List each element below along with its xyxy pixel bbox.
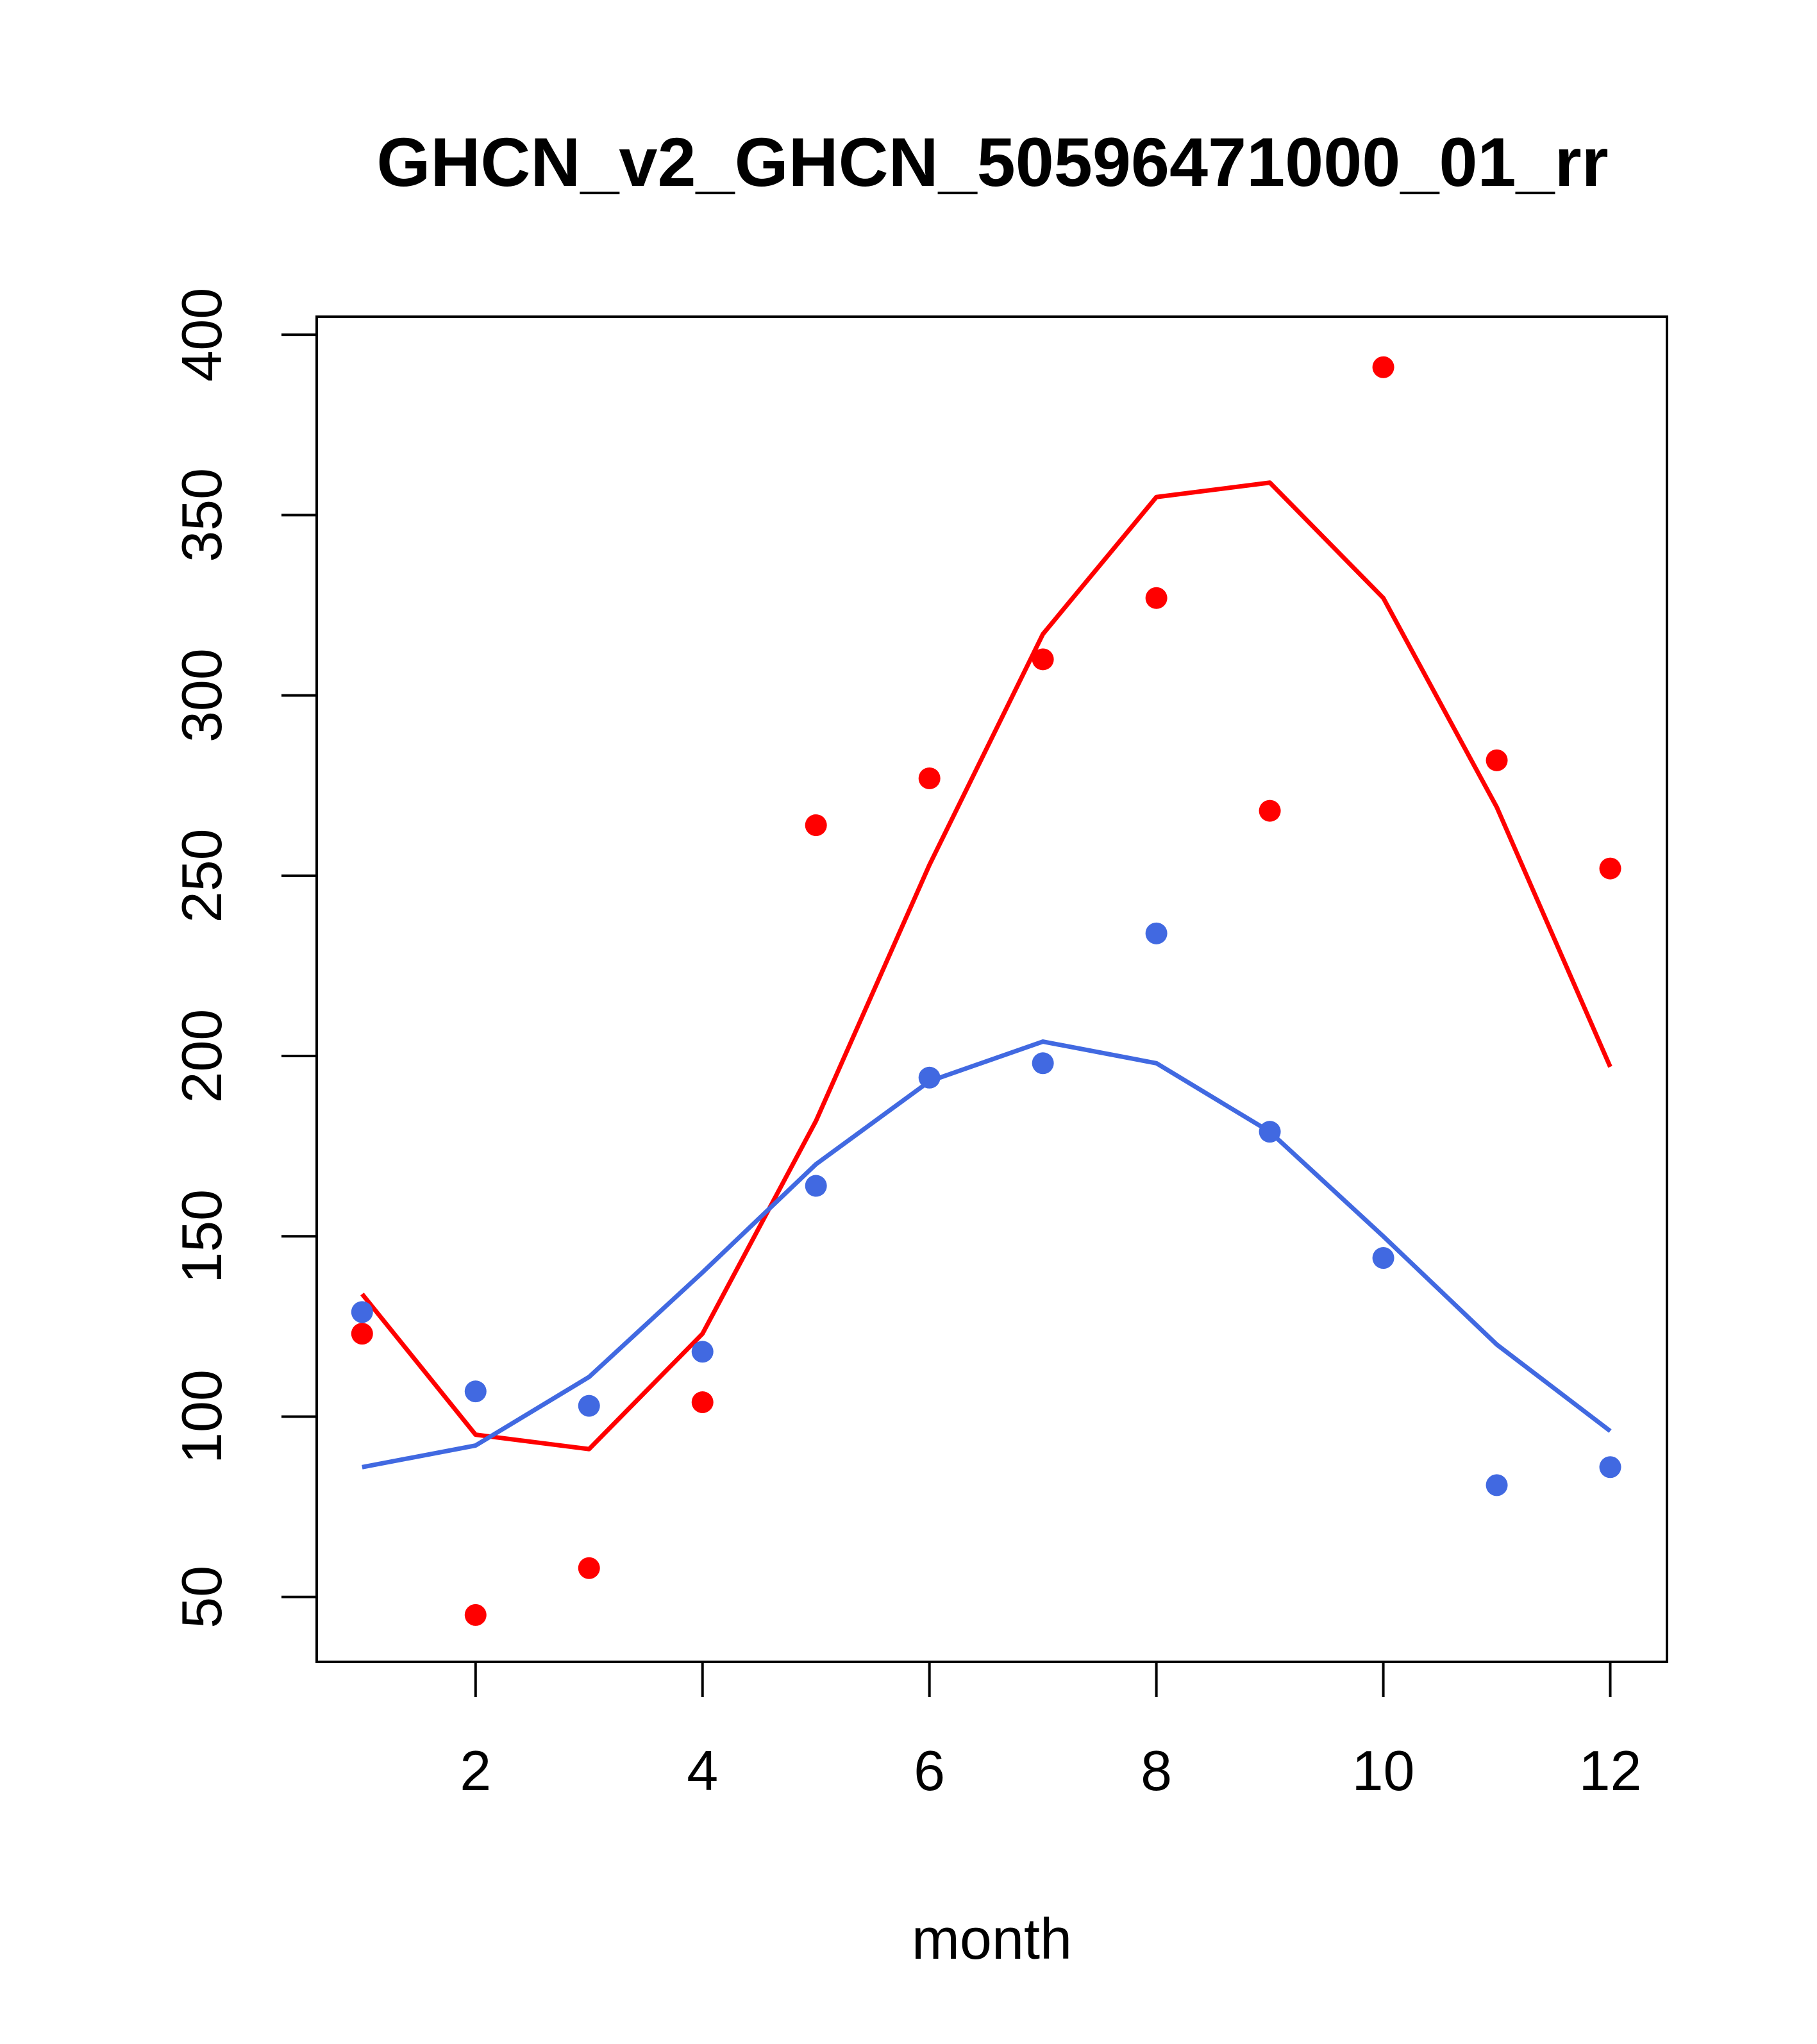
red-line (360, 480, 1612, 1452)
y-tick-label: 150 (170, 1189, 233, 1284)
blue-point (1486, 1474, 1508, 1496)
x-axis-label: month (912, 1907, 1072, 1972)
x-tick-label: 6 (914, 1739, 945, 1802)
blue-point (578, 1395, 600, 1417)
series-layer (351, 356, 1621, 1626)
y-tick-label: 350 (170, 468, 233, 562)
y-tick-label: 50 (170, 1566, 233, 1629)
red-point (918, 767, 941, 789)
blue-point (918, 1066, 941, 1089)
red-point (1599, 857, 1621, 880)
red-point (1032, 648, 1054, 671)
x-tick-label: 10 (1352, 1739, 1415, 1802)
y-tick-label: 400 (170, 288, 233, 382)
x-axis: 2 4 6 8 10 12 (460, 1661, 1642, 1802)
blue-point (805, 1175, 827, 1197)
x-tick-label: 8 (1141, 1739, 1172, 1802)
blue-points (351, 922, 1621, 1496)
y-axis: 50 100 150 200 250 300 350 400 (170, 288, 318, 1629)
blue-line (362, 1039, 1612, 1470)
blue-point (1259, 1121, 1281, 1143)
red-point (1259, 800, 1281, 822)
blue-point (1372, 1247, 1394, 1269)
blue-point (464, 1380, 487, 1403)
blue-point (1599, 1456, 1621, 1479)
red-point (1145, 587, 1168, 609)
y-tick-label: 250 (170, 828, 233, 923)
red-point (1372, 356, 1394, 378)
red-point (805, 814, 827, 837)
x-tick-label: 2 (460, 1739, 491, 1802)
blue-point (1032, 1052, 1054, 1075)
red-point (691, 1391, 714, 1414)
y-tick-label: 300 (170, 648, 233, 742)
x-tick-label: 12 (1579, 1739, 1642, 1802)
blue-point (691, 1341, 714, 1363)
chart-title: GHCN_v2_GHCN_50596471000_01_rr (376, 123, 1608, 201)
red-points (351, 356, 1621, 1626)
red-point (1486, 749, 1508, 771)
red-point (464, 1604, 487, 1626)
y-tick-label: 200 (170, 1009, 233, 1103)
blue-point (1145, 922, 1168, 944)
blue-point (351, 1301, 373, 1323)
red-point (578, 1557, 600, 1579)
y-tick-label: 100 (170, 1370, 233, 1464)
x-tick-label: 4 (687, 1739, 718, 1802)
red-point (351, 1323, 373, 1345)
